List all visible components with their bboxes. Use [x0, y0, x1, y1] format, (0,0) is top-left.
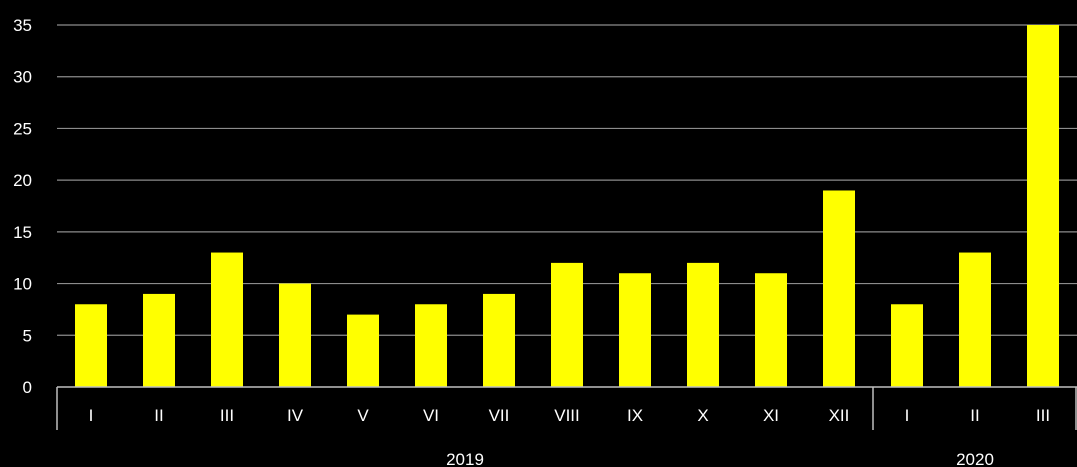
category-labels: I II III IV V VI VII VIII IX X XI XII I II III [89, 406, 1050, 425]
bars [75, 25, 1059, 387]
bar [483, 293, 515, 387]
group-labels: 2019 2020 [446, 450, 994, 467]
bar [143, 293, 175, 387]
x-tick-label: III [1036, 406, 1050, 425]
bar [347, 314, 379, 387]
y-tick-label: 0 [23, 378, 32, 397]
x-tick-label: III [220, 406, 234, 425]
x-tick-label: XII [829, 406, 850, 425]
y-tick-label: 15 [13, 223, 32, 242]
bar [1027, 25, 1059, 387]
x-tick-label: I [89, 406, 94, 425]
group-label: 2019 [446, 450, 484, 467]
y-tick-label: 25 [13, 119, 32, 138]
y-tick-label: 5 [23, 326, 32, 345]
bar [75, 304, 107, 387]
bar [755, 273, 787, 387]
x-tick-label: X [697, 406, 708, 425]
x-tick-label: II [154, 406, 163, 425]
x-tick-label: IX [627, 406, 643, 425]
x-tick-label: V [357, 406, 369, 425]
group-label: 2020 [956, 450, 994, 467]
x-tick-label: VII [489, 406, 510, 425]
x-tick-label: XI [763, 406, 779, 425]
x-axis [56, 386, 1077, 430]
x-tick-label: VIII [554, 406, 580, 425]
bar [279, 283, 311, 387]
y-axis-tick-labels: 0 5 10 15 20 25 30 35 [13, 16, 32, 397]
y-tick-label: 30 [13, 68, 32, 87]
bar [823, 190, 855, 387]
x-tick-label: IV [287, 406, 304, 425]
bar [891, 304, 923, 387]
x-tick-label: I [905, 406, 910, 425]
x-tick-label: VI [423, 406, 439, 425]
y-tick-label: 10 [13, 275, 32, 294]
bar [687, 262, 719, 387]
x-tick-label: II [970, 406, 979, 425]
bar [551, 262, 583, 387]
bar [415, 304, 447, 387]
bar [619, 273, 651, 387]
bar [211, 252, 243, 387]
bar [959, 252, 991, 387]
y-tick-label: 35 [13, 16, 32, 35]
y-tick-label: 20 [13, 171, 32, 190]
